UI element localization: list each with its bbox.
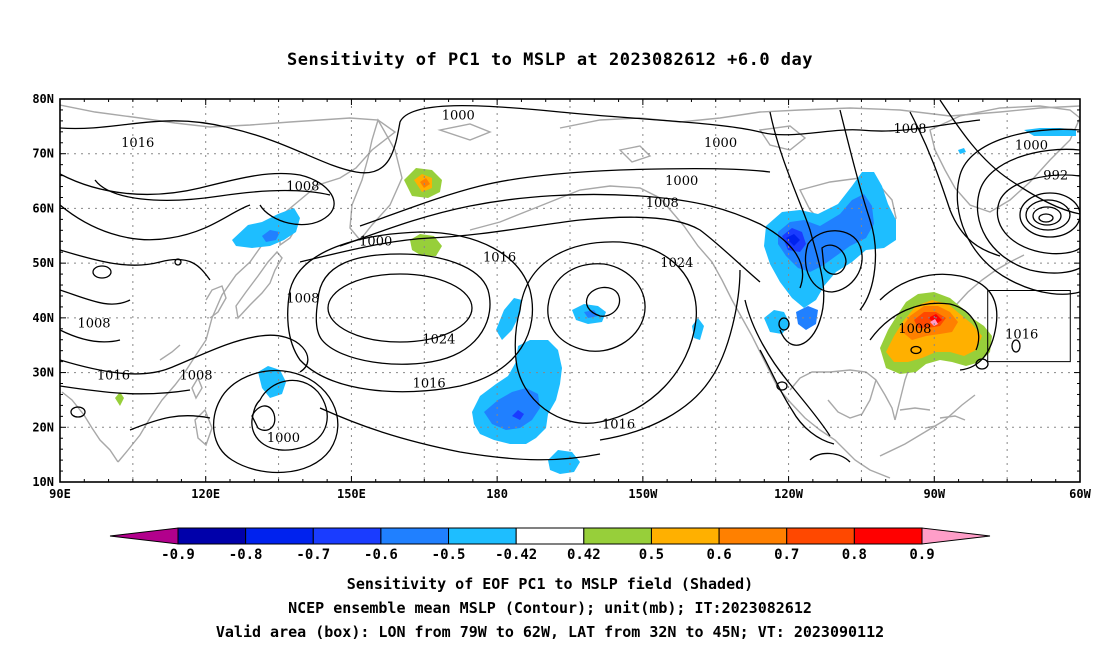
contour-label: 992 bbox=[1043, 169, 1068, 184]
contour-label: 1016 bbox=[1005, 327, 1038, 342]
colorbar-swatch bbox=[380, 527, 450, 545]
colorbar-right-arrow bbox=[921, 527, 991, 545]
lat-tick-label: 80N bbox=[32, 92, 54, 106]
chart-title: Sensitivity of PC1 to MSLP at 2023082612… bbox=[286, 50, 813, 70]
contour-label: 1000 bbox=[359, 234, 392, 249]
contour-label: 1000 bbox=[665, 174, 698, 189]
contour-label: 1000 bbox=[267, 431, 300, 446]
caption-line-3: Valid area (box): LON from 79W to 62W, L… bbox=[215, 623, 885, 641]
lon-tick-label: 90W bbox=[923, 487, 945, 501]
lon-tick-label: 60W bbox=[1069, 487, 1091, 501]
colorbar-label: 0.5 bbox=[639, 547, 664, 563]
lon-tick-label: 90E bbox=[49, 487, 71, 501]
contour-label: 1008 bbox=[893, 122, 926, 137]
lon-tick-label: 150W bbox=[628, 487, 658, 501]
colorbar-label: -0.6 bbox=[364, 547, 398, 563]
lat-tick-label: 50N bbox=[32, 256, 54, 270]
contour-label: 1000 bbox=[704, 136, 737, 151]
contour-label: 1016 bbox=[602, 418, 635, 433]
colorbar-label: 0.42 bbox=[567, 547, 601, 563]
lon-tick-label: 120E bbox=[191, 487, 220, 501]
colorbar-swatch bbox=[583, 527, 652, 545]
contour-label: 1008 bbox=[179, 368, 212, 383]
contour-label: 1008 bbox=[286, 292, 319, 307]
colorbar-swatch bbox=[515, 527, 585, 545]
colorbar-swatch bbox=[448, 527, 517, 545]
colorbar bbox=[109, 527, 991, 545]
colorbar-swatch bbox=[853, 527, 923, 545]
colorbar-label: 0.9 bbox=[909, 547, 934, 563]
colorbar-left-arrow bbox=[109, 527, 179, 545]
colorbar-swatch bbox=[312, 527, 382, 545]
valid-area-box bbox=[987, 290, 1071, 363]
caption-line-1: Sensitivity of EOF PC1 to MSLP field (Sh… bbox=[346, 575, 754, 593]
lon-tick-label: 120W bbox=[774, 487, 804, 501]
lat-axis-labels: 80N 70N 60N 50N 40N 30N 20N 10N bbox=[32, 92, 54, 489]
colorbar-swatch bbox=[177, 527, 247, 545]
colorbar-label: -0.9 bbox=[161, 547, 195, 563]
lat-tick-label: 10N bbox=[32, 475, 54, 489]
colorbar-label: -0.5 bbox=[432, 547, 466, 563]
lon-axis-labels: 90E 120E 150E 180 150W 120W 90W 60W bbox=[49, 487, 1091, 501]
contour-label: 1008 bbox=[646, 196, 679, 211]
contour-label: 1016 bbox=[483, 251, 516, 266]
colorbar-labels: -0.9 -0.8 -0.7 -0.6 -0.5 -0.42 0.42 0.5 0.6 0.7 0.… bbox=[161, 547, 935, 563]
contour-label: 1016 bbox=[97, 368, 130, 383]
lat-tick-label: 20N bbox=[32, 420, 54, 434]
mslp-contours bbox=[60, 99, 1080, 474]
contour-label: 1016 bbox=[121, 136, 154, 151]
contour-label: 1008 bbox=[286, 180, 319, 195]
colorbar-label: 0.8 bbox=[842, 547, 867, 563]
contour-label: 1000 bbox=[1015, 139, 1048, 154]
colorbar-label: -0.8 bbox=[229, 547, 263, 563]
lon-tick-label: 150E bbox=[337, 487, 366, 501]
axis-ticks bbox=[59, 98, 1081, 483]
contour-label: 1024 bbox=[422, 333, 455, 348]
colorbar-label: -0.7 bbox=[296, 547, 330, 563]
lat-tick-label: 30N bbox=[32, 366, 54, 380]
sensitivity-shading bbox=[115, 128, 1076, 474]
contour-labels: 1000 1016 1008 1000 1008 1008 1016 1008 1000 1024… bbox=[77, 108, 1068, 446]
contour-label: 1008 bbox=[77, 316, 110, 331]
lat-tick-label: 60N bbox=[32, 201, 54, 215]
contour-label: 1000 bbox=[442, 108, 475, 123]
lat-tick-label: 70N bbox=[32, 147, 54, 161]
contour-label: 1008 bbox=[898, 322, 931, 337]
lon-tick-label: 180 bbox=[486, 487, 508, 501]
colorbar-label: 0.7 bbox=[774, 547, 799, 563]
contour-label: 1016 bbox=[413, 377, 446, 392]
colorbar-swatch bbox=[786, 527, 855, 545]
colorbar-label: -0.42 bbox=[495, 547, 537, 563]
contour-label: 1024 bbox=[660, 256, 693, 271]
caption-line-2: NCEP ensemble mean MSLP (Contour); unit(… bbox=[288, 599, 812, 617]
colorbar-swatch bbox=[245, 527, 314, 545]
colorbar-swatch bbox=[650, 527, 720, 545]
colorbar-label: 0.6 bbox=[706, 547, 731, 563]
colorbar-swatch bbox=[718, 527, 788, 545]
lat-tick-label: 40N bbox=[32, 311, 54, 325]
